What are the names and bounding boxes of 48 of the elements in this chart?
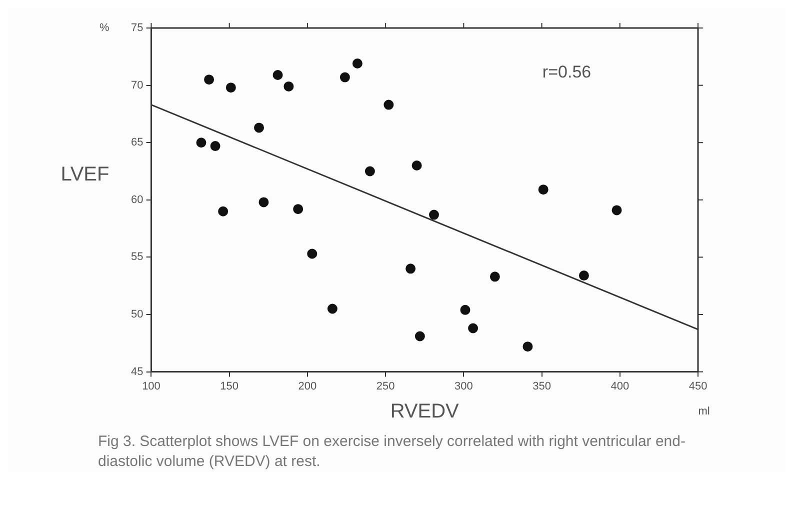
point: [196, 138, 206, 148]
point: [612, 205, 622, 216]
point: [226, 82, 236, 93]
point: [307, 248, 318, 259]
text: %: [99, 22, 110, 34]
point: [258, 197, 269, 208]
point: [460, 304, 470, 315]
point: [384, 100, 394, 110]
point: [468, 323, 478, 334]
annotation: r=0.56: [542, 62, 592, 82]
point: [538, 184, 548, 195]
point: [340, 72, 350, 82]
text: ml: [698, 405, 710, 418]
x-axis-title: RVEDV: [390, 400, 460, 423]
y-tick-label: 75: [130, 22, 144, 34]
point: [522, 342, 533, 352]
point: [414, 331, 425, 342]
x-tick-label: 350: [532, 380, 551, 392]
x-tick-label: 250: [376, 380, 395, 392]
point: [412, 160, 422, 171]
x-tick-label: 150: [220, 380, 239, 392]
point: [406, 264, 416, 274]
point: [284, 81, 294, 92]
y-tick-label: 45: [130, 366, 144, 378]
point: [218, 206, 228, 216]
point: [428, 210, 439, 220]
y-tick-label: 65: [130, 136, 144, 149]
point: [204, 74, 214, 85]
y-tick-label: 50: [130, 308, 144, 321]
point: [578, 270, 589, 281]
point: [364, 166, 375, 176]
point: [352, 58, 362, 69]
caption: Fig 3. Scatterplot shows LVEF on exercise inversely correlated with right ventricular end-diastolic volume (RVEDV) at rest.: [98, 432, 686, 472]
point: [490, 272, 500, 282]
point: [254, 122, 264, 133]
x-tick-label: 400: [610, 380, 630, 392]
y-tick-label: 60: [130, 194, 144, 206]
x-tick-label: 200: [298, 380, 317, 392]
point: [272, 70, 283, 80]
x-tick-label: 450: [688, 380, 708, 392]
point: [210, 141, 220, 152]
y-tick-label: 70: [130, 79, 144, 92]
y-axis-title: LVEF: [60, 163, 110, 186]
x-tick-label: 300: [454, 380, 473, 392]
point: [327, 304, 338, 314]
x-tick-label: 100: [142, 380, 160, 392]
point: [293, 204, 304, 214]
y-tick-label: 55: [130, 251, 144, 264]
